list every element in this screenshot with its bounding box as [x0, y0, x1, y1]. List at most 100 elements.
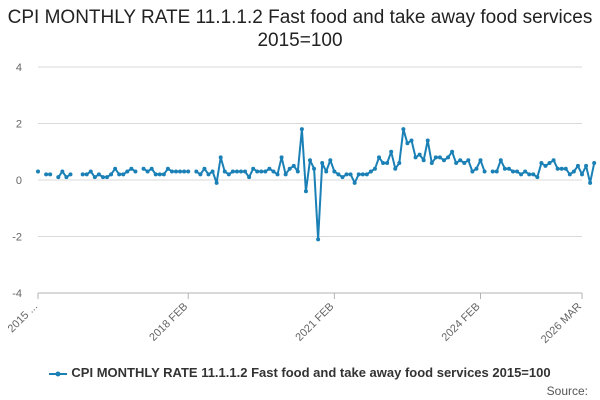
- data-point[interactable]: [377, 155, 382, 160]
- data-point[interactable]: [527, 172, 532, 177]
- data-point[interactable]: [446, 155, 451, 160]
- data-point[interactable]: [255, 169, 260, 174]
- data-point[interactable]: [523, 169, 528, 174]
- data-point[interactable]: [462, 161, 467, 166]
- data-point[interactable]: [174, 169, 179, 174]
- data-point[interactable]: [567, 172, 572, 177]
- data-point[interactable]: [474, 166, 479, 171]
- data-point[interactable]: [405, 141, 410, 146]
- data-point[interactable]: [320, 161, 325, 166]
- data-point[interactable]: [458, 158, 463, 163]
- data-point[interactable]: [259, 169, 264, 174]
- data-point[interactable]: [360, 172, 365, 177]
- data-point[interactable]: [283, 172, 288, 177]
- data-point[interactable]: [129, 166, 134, 171]
- data-point[interactable]: [60, 169, 65, 174]
- data-point[interactable]: [571, 169, 576, 174]
- data-point[interactable]: [336, 172, 341, 177]
- data-point[interactable]: [372, 166, 377, 171]
- data-point[interactable]: [117, 172, 122, 177]
- data-point[interactable]: [441, 158, 446, 163]
- data-point[interactable]: [563, 166, 568, 171]
- data-point[interactable]: [48, 172, 53, 177]
- data-point[interactable]: [328, 158, 333, 163]
- data-point[interactable]: [584, 163, 589, 168]
- data-point[interactable]: [364, 172, 369, 177]
- data-point[interactable]: [125, 169, 130, 174]
- data-point[interactable]: [539, 161, 544, 166]
- data-point[interactable]: [494, 169, 499, 174]
- data-point[interactable]: [352, 180, 357, 185]
- data-point[interactable]: [393, 166, 398, 171]
- data-point[interactable]: [68, 172, 73, 177]
- data-point[interactable]: [559, 166, 564, 171]
- data-point[interactable]: [267, 166, 272, 171]
- data-point[interactable]: [275, 172, 280, 177]
- data-point[interactable]: [109, 172, 114, 177]
- data-point[interactable]: [230, 169, 235, 174]
- data-point[interactable]: [498, 158, 503, 163]
- data-point[interactable]: [580, 172, 584, 177]
- data-point[interactable]: [182, 169, 187, 174]
- data-point[interactable]: [588, 180, 593, 185]
- data-point[interactable]: [478, 158, 483, 163]
- data-point[interactable]: [194, 169, 199, 174]
- data-point[interactable]: [543, 163, 548, 168]
- data-point[interactable]: [401, 127, 406, 132]
- data-point[interactable]: [206, 172, 211, 177]
- data-point[interactable]: [413, 155, 418, 160]
- data-point[interactable]: [165, 166, 170, 171]
- data-point[interactable]: [186, 169, 191, 174]
- data-point[interactable]: [202, 166, 207, 171]
- data-point[interactable]: [303, 189, 308, 194]
- data-point[interactable]: [429, 161, 434, 166]
- data-point[interactable]: [153, 172, 158, 177]
- data-point[interactable]: [417, 152, 422, 157]
- data-point[interactable]: [397, 161, 402, 166]
- data-point[interactable]: [44, 172, 49, 177]
- data-point[interactable]: [519, 172, 524, 177]
- data-point[interactable]: [247, 175, 252, 180]
- data-point[interactable]: [121, 172, 126, 177]
- data-point[interactable]: [421, 158, 426, 163]
- data-point[interactable]: [592, 161, 597, 166]
- data-point[interactable]: [356, 172, 361, 177]
- data-point[interactable]: [470, 169, 475, 174]
- data-point[interactable]: [214, 180, 219, 185]
- data-point[interactable]: [88, 169, 93, 174]
- data-point[interactable]: [381, 161, 386, 166]
- data-point[interactable]: [218, 155, 223, 160]
- data-point[interactable]: [340, 175, 345, 180]
- data-point[interactable]: [157, 172, 162, 177]
- data-point[interactable]: [316, 237, 321, 242]
- data-point[interactable]: [450, 149, 455, 154]
- data-point[interactable]: [222, 169, 227, 174]
- data-point[interactable]: [502, 166, 507, 171]
- data-point[interactable]: [510, 169, 515, 174]
- data-point[interactable]: [482, 169, 487, 174]
- data-point[interactable]: [409, 138, 414, 143]
- data-point[interactable]: [169, 169, 174, 174]
- data-point[interactable]: [308, 158, 312, 163]
- data-point[interactable]: [332, 169, 337, 174]
- data-point[interactable]: [238, 169, 243, 174]
- data-point[interactable]: [368, 169, 373, 174]
- data-point[interactable]: [149, 166, 154, 171]
- data-point[interactable]: [234, 169, 239, 174]
- data-point[interactable]: [226, 172, 231, 177]
- data-point[interactable]: [531, 172, 536, 177]
- data-point[interactable]: [145, 169, 150, 174]
- data-point[interactable]: [425, 138, 430, 143]
- data-point[interactable]: [490, 169, 495, 174]
- data-point[interactable]: [251, 166, 256, 171]
- data-point[interactable]: [312, 166, 317, 171]
- data-point[interactable]: [80, 172, 85, 177]
- data-point[interactable]: [295, 169, 300, 174]
- data-point[interactable]: [344, 172, 349, 177]
- data-point[interactable]: [555, 166, 560, 171]
- data-point[interactable]: [466, 158, 471, 163]
- data-point[interactable]: [133, 169, 138, 174]
- data-point[interactable]: [291, 163, 296, 168]
- data-point[interactable]: [389, 149, 394, 154]
- data-point[interactable]: [64, 175, 69, 180]
